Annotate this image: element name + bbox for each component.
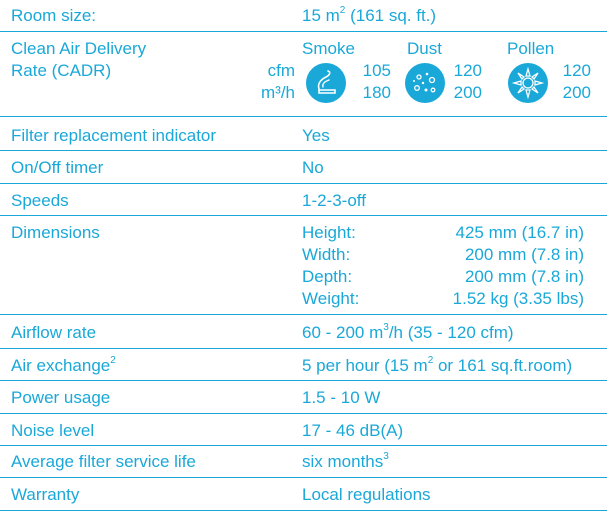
spec-value: No bbox=[302, 158, 324, 177]
spec-row-speeds: Speeds 1-2-3-off bbox=[0, 184, 607, 216]
spec-value: 15 m2 (161 sq. ft.) bbox=[302, 5, 437, 25]
spec-label: Power usage bbox=[11, 388, 111, 407]
cadr-smoke-cfm: 105 bbox=[362, 61, 391, 80]
cadr-dust-m3h: 200 bbox=[453, 83, 482, 102]
spec-row-room-size: Room size: 15 m2 (161 sq. ft.) bbox=[0, 0, 607, 32]
spec-row-filter-life: Average filter service life six months3 bbox=[0, 446, 607, 478]
spec-label: Warranty bbox=[11, 485, 80, 504]
dimension-value-depth: 200 mm (7.8 in) bbox=[464, 267, 584, 286]
cadr-pollen-m3h: 200 bbox=[562, 83, 591, 102]
spec-row-airflow: Airflow rate 60 - 200 m3/h (35 - 120 cfm… bbox=[0, 315, 607, 349]
spec-label: Dimensions bbox=[11, 223, 100, 242]
spec-label: Average filter service life bbox=[11, 452, 196, 471]
dimension-key-width: Width: bbox=[302, 245, 351, 264]
cadr-category-dust: Dust bbox=[407, 39, 442, 58]
spec-value: 60 - 200 m3/h (35 - 120 cfm) bbox=[302, 322, 514, 342]
smoke-icon bbox=[306, 63, 346, 103]
dimension-value-width: 200 mm (7.8 in) bbox=[464, 245, 584, 264]
pollen-icon bbox=[508, 63, 548, 103]
spec-label: Airflow rate bbox=[11, 323, 97, 342]
spec-row-noise: Noise level 17 - 46 dB(A) bbox=[0, 414, 607, 446]
spec-row-dimensions: Dimensions Height: 425 mm (16.7 in) Widt… bbox=[0, 216, 607, 315]
spec-label: Rate (CADR) bbox=[11, 61, 112, 80]
spec-label: Noise level bbox=[11, 421, 95, 440]
cadr-pollen-cfm: 120 bbox=[562, 61, 591, 80]
spec-label: Clean Air Delivery bbox=[11, 39, 147, 58]
cadr-category-smoke: Smoke bbox=[302, 39, 355, 58]
spec-value: 5 per hour (15 m2 or 161 sq.ft.room) bbox=[302, 355, 573, 375]
spec-value: 1.5 - 10 W bbox=[302, 388, 381, 407]
spec-label: Filter replacement indicator bbox=[11, 126, 217, 145]
cadr-dust-cfm: 120 bbox=[453, 61, 482, 80]
spec-label: Air exchange2 bbox=[11, 355, 116, 375]
spec-row-power: Power usage 1.5 - 10 W bbox=[0, 381, 607, 414]
dimension-value-weight: 1.52 kg (3.35 lbs) bbox=[452, 289, 584, 308]
spec-row-warranty: Warranty Local regulations bbox=[0, 478, 607, 511]
dust-icon bbox=[405, 63, 445, 103]
spec-row-timer: On/Off timer No bbox=[0, 151, 607, 184]
spec-value: Local regulations bbox=[302, 485, 431, 504]
spec-label: Speeds bbox=[11, 191, 69, 210]
spec-row-filter-indicator: Filter replacement indicator Yes bbox=[0, 117, 607, 151]
spec-value: Yes bbox=[302, 126, 330, 145]
spec-label: Room size: bbox=[11, 6, 97, 25]
unit-cfm: cfm bbox=[267, 61, 295, 80]
spec-row-air-exchange: Air exchange2 5 per hour (15 m2 or 161 s… bbox=[0, 349, 607, 381]
spec-value: 17 - 46 dB(A) bbox=[302, 421, 404, 440]
cadr-category-pollen: Pollen bbox=[507, 39, 555, 58]
unit-m3h: m³/h bbox=[261, 83, 295, 102]
dimension-key-weight: Weight: bbox=[302, 289, 360, 308]
spec-label: On/Off timer bbox=[11, 158, 104, 177]
spec-value: six months3 bbox=[302, 451, 389, 471]
cadr-smoke-m3h: 180 bbox=[362, 83, 391, 102]
spec-value: 1-2-3-off bbox=[302, 191, 366, 210]
spec-row-cadr: Clean Air Delivery Rate (CADR) cfm m³/h … bbox=[0, 32, 607, 117]
dimension-value-height: 425 mm (16.7 in) bbox=[455, 223, 585, 242]
dimension-key-height: Height: bbox=[302, 223, 356, 242]
dimension-key-depth: Depth: bbox=[302, 267, 353, 286]
